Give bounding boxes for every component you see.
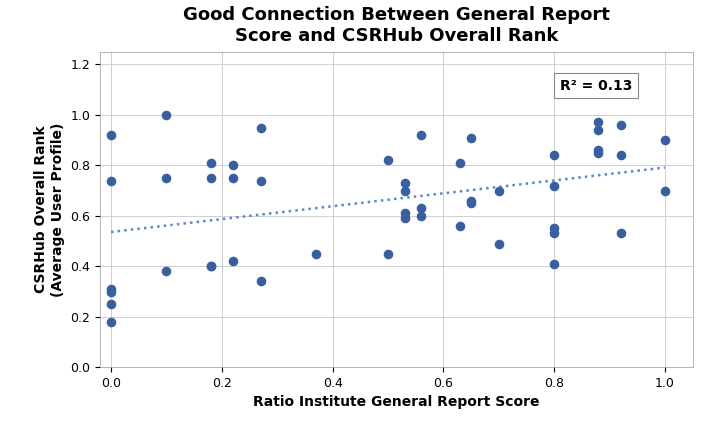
Point [493, 187, 505, 194]
Point [227, 258, 238, 265]
Point [382, 250, 393, 257]
Point [493, 240, 505, 247]
Point [454, 159, 466, 166]
Title: Good Connection Between General Report
Score and CSRHub Overall Rank: Good Connection Between General Report S… [183, 6, 610, 45]
Point [548, 260, 560, 267]
Point [161, 175, 172, 181]
Point [466, 134, 477, 141]
Point [399, 187, 411, 194]
Point [399, 210, 411, 217]
Point [593, 149, 604, 156]
Point [255, 278, 266, 285]
Point [399, 215, 411, 222]
Point [593, 119, 604, 126]
Point [205, 263, 216, 270]
Point [466, 200, 477, 206]
Point [106, 288, 117, 295]
Point [548, 182, 560, 189]
Point [106, 318, 117, 325]
Point [311, 250, 322, 257]
Point [205, 175, 216, 181]
Point [548, 225, 560, 232]
Point [659, 187, 670, 194]
Point [161, 111, 172, 118]
Point [548, 230, 560, 237]
Point [106, 301, 117, 308]
Point [161, 268, 172, 275]
Point [615, 121, 626, 128]
Point [659, 137, 670, 143]
Point [227, 162, 238, 169]
Point [205, 159, 216, 166]
Point [255, 177, 266, 184]
Point [227, 175, 238, 181]
Point [416, 205, 427, 212]
Point [382, 157, 393, 164]
Point [593, 147, 604, 154]
Point [416, 213, 427, 219]
Point [205, 263, 216, 270]
X-axis label: Ratio Institute General Report Score: Ratio Institute General Report Score [253, 395, 540, 410]
Point [255, 124, 266, 131]
Y-axis label: CSRHub Overall Rank
(Average User Profile): CSRHub Overall Rank (Average User Profil… [34, 122, 65, 297]
Point [615, 230, 626, 237]
Point [548, 152, 560, 159]
Point [416, 132, 427, 139]
Point [106, 286, 117, 292]
Point [399, 180, 411, 187]
Point [466, 197, 477, 204]
Point [454, 222, 466, 229]
Point [106, 177, 117, 184]
Point [615, 152, 626, 159]
Text: R² = 0.13: R² = 0.13 [560, 79, 632, 93]
Point [593, 127, 604, 133]
Point [106, 132, 117, 139]
